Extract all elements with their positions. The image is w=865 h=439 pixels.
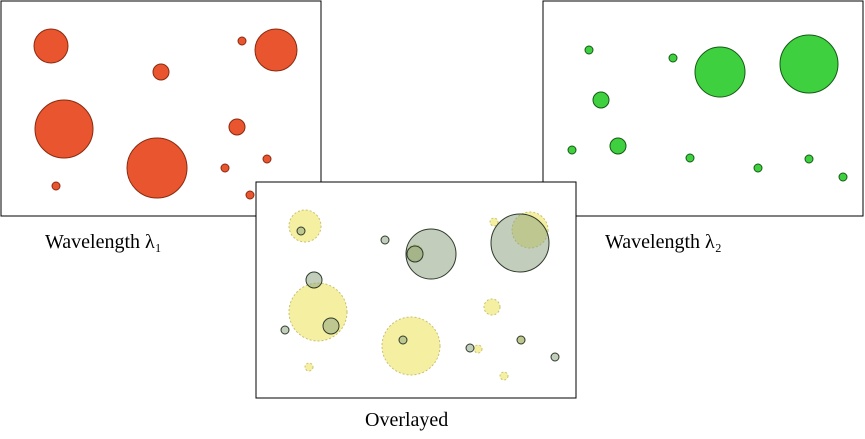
label-lambda2: Wavelength λ₂ bbox=[605, 231, 722, 253]
overlay-green-spots bbox=[280, 213, 560, 362]
label-lambda1: Wavelength λ₁ bbox=[45, 231, 162, 253]
label-overlay: Overlayed bbox=[365, 409, 448, 431]
overlay-yellow-spots bbox=[288, 209, 549, 381]
red-spots bbox=[33, 28, 298, 200]
green-spots bbox=[567, 34, 848, 182]
panel-lambda2 bbox=[542, 0, 864, 217]
